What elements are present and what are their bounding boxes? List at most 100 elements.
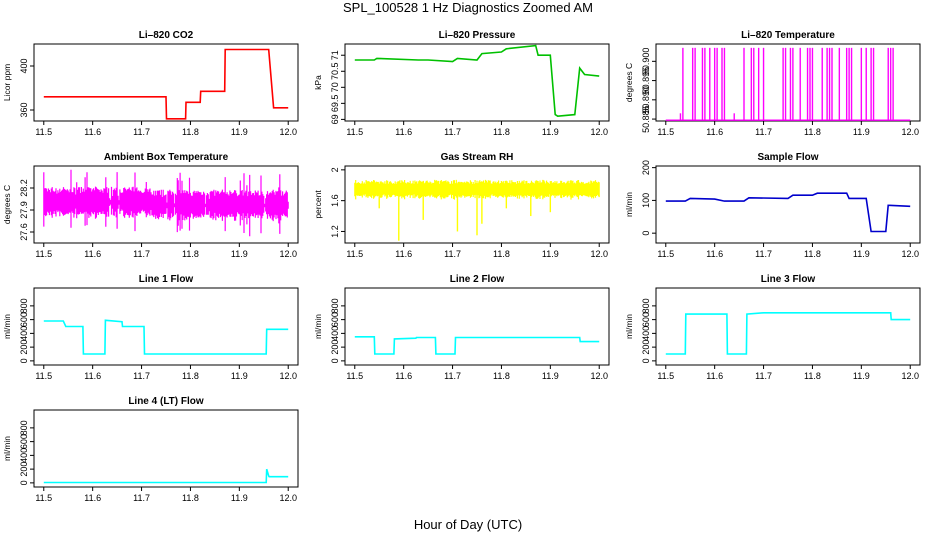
x-tick-label: 11.5: [346, 371, 363, 381]
x-tick-label: 11.9: [853, 249, 870, 259]
x-tick-label: 11.6: [84, 371, 101, 381]
panel-title: Sample Flow: [757, 152, 818, 163]
x-tick-label: 11.9: [542, 371, 559, 381]
y-axis-label: degrees C: [624, 63, 634, 102]
x-tick-label: 11.8: [182, 127, 199, 137]
y-tick-label: 70.5: [330, 63, 340, 81]
y-axis-label: ml/min: [313, 314, 323, 339]
x-tick-label: 11.8: [804, 127, 821, 137]
x-tick-label: 11.9: [231, 371, 248, 381]
x-tick-label: 11.7: [133, 249, 150, 259]
x-tick-label: 11.7: [133, 371, 150, 381]
x-tick-label: 11.6: [706, 249, 723, 259]
x-tick-label: 11.9: [542, 127, 559, 137]
x-tick-label: 11.8: [182, 493, 199, 503]
y-tick-label: 69.5: [330, 95, 340, 113]
y-tick-label: 0: [330, 358, 340, 363]
y-tick-label: 71: [330, 50, 340, 60]
panel-title: Line 4 (LT) Flow: [128, 396, 204, 407]
x-tick-label: 11.6: [395, 371, 412, 381]
plot-frame: [344, 287, 610, 366]
y-tick-label: 50.895: [641, 67, 651, 95]
y-axis-label: percent: [313, 190, 323, 219]
panel-title: Li–820 Temperature: [741, 30, 835, 41]
y-tick-label: 800: [330, 298, 340, 313]
panel-9: Line 4 (LT) Flow ml/min 11.5 11.6 11.7 11.8 11…: [2, 396, 299, 503]
x-tick-label: 12.0: [590, 127, 608, 137]
y-tick-label: 800: [19, 420, 29, 435]
y-tick-label: 27.6: [19, 223, 29, 241]
plot-frame: [33, 43, 299, 122]
noise-band: [354, 179, 600, 200]
x-tick-label: 11.5: [35, 127, 52, 137]
y-axis-label: Licor ppm: [2, 64, 12, 101]
noise-band: [43, 169, 289, 237]
x-tick-label: 11.7: [755, 249, 772, 259]
y-tick-label: 800: [19, 298, 29, 313]
x-tick-label: 11.6: [84, 249, 101, 259]
x-tick-label: 11.7: [133, 493, 150, 503]
x-tick-label: 11.5: [657, 371, 674, 381]
series-line: [43, 319, 289, 355]
panel-3: Ambient Box Temperature degrees C 11.5 11.6…: [2, 152, 299, 259]
x-tick-label: 11.8: [182, 371, 199, 381]
x-tick-label: 11.6: [84, 127, 101, 137]
panel-title: Li–820 Pressure: [439, 30, 516, 41]
x-tick-label: 11.9: [853, 371, 870, 381]
y-tick-label: 2: [330, 167, 340, 172]
y-tick-label: 1.6: [330, 194, 340, 207]
x-tick-label: 11.8: [804, 371, 821, 381]
x-tick-label: 11.6: [84, 493, 101, 503]
y-tick-label: 400: [19, 58, 29, 73]
y-tick-label: 69: [330, 114, 340, 124]
panel-4: Gas Stream RH percent 11.5 11.6 11.7 11.8 11.9…: [313, 152, 610, 259]
x-tick-label: 11.8: [493, 249, 510, 259]
x-tick-label: 11.5: [35, 371, 52, 381]
x-tick-label: 12.0: [590, 371, 608, 381]
panel-6: Line 1 Flow ml/min 11.5 11.6 11.7 11.8 11.9 12.…: [2, 274, 299, 381]
series-line: [354, 44, 600, 118]
x-tick-label: 11.6: [706, 371, 723, 381]
y-tick-label: 600: [641, 312, 651, 327]
y-tick-label: 600: [19, 312, 29, 327]
y-tick-label: 200: [330, 340, 340, 355]
y-tick-label: 0: [19, 480, 29, 485]
plot-frame: [33, 287, 299, 366]
y-tick-label: 200: [19, 462, 29, 477]
x-tick-label: 11.7: [444, 371, 461, 381]
series-line: [665, 192, 911, 233]
x-tick-label: 11.8: [493, 127, 510, 137]
x-tick-label: 11.6: [395, 249, 412, 259]
plot-frame: [33, 165, 299, 244]
panel-title: Line 3 Flow: [761, 274, 816, 285]
y-tick-label: 50.885: [641, 105, 651, 133]
x-tick-label: 11.7: [755, 371, 772, 381]
series-line: [43, 468, 289, 484]
x-tick-label: 11.7: [133, 127, 150, 137]
y-tick-label: 0: [641, 358, 651, 363]
panel-title: Line 2 Flow: [450, 274, 505, 285]
x-tick-label: 11.7: [755, 127, 772, 137]
panel-title: Line 1 Flow: [139, 274, 194, 285]
panel-8: Line 3 Flow ml/min 11.5 11.6 11.7 11.8 11.9 12.…: [624, 274, 921, 381]
y-tick-label: 600: [19, 434, 29, 449]
y-tick-label: 600: [330, 312, 340, 327]
figure-title: SPL_100528 1 Hz Diagnostics Zoomed AM: [342, 0, 594, 15]
y-tick-label: 1.2: [330, 225, 340, 238]
series-line: [354, 335, 600, 355]
x-tick-label: 11.5: [657, 249, 674, 259]
y-axis-label: ml/min: [2, 314, 12, 339]
x-tick-label: 11.9: [231, 493, 248, 503]
x-tick-label: 12.0: [279, 127, 297, 137]
panel-title: Ambient Box Temperature: [104, 152, 229, 163]
y-axis-label: kPa: [313, 75, 323, 90]
x-tick-label: 11.7: [444, 249, 461, 259]
x-tick-label: 11.8: [182, 249, 199, 259]
x-tick-label: 11.5: [346, 249, 363, 259]
x-tick-label: 11.8: [493, 371, 510, 381]
x-tick-label: 12.0: [901, 371, 919, 381]
panel-title: Gas Stream RH: [441, 152, 514, 163]
y-tick-label: 200: [641, 340, 651, 355]
series-line: [43, 48, 289, 120]
